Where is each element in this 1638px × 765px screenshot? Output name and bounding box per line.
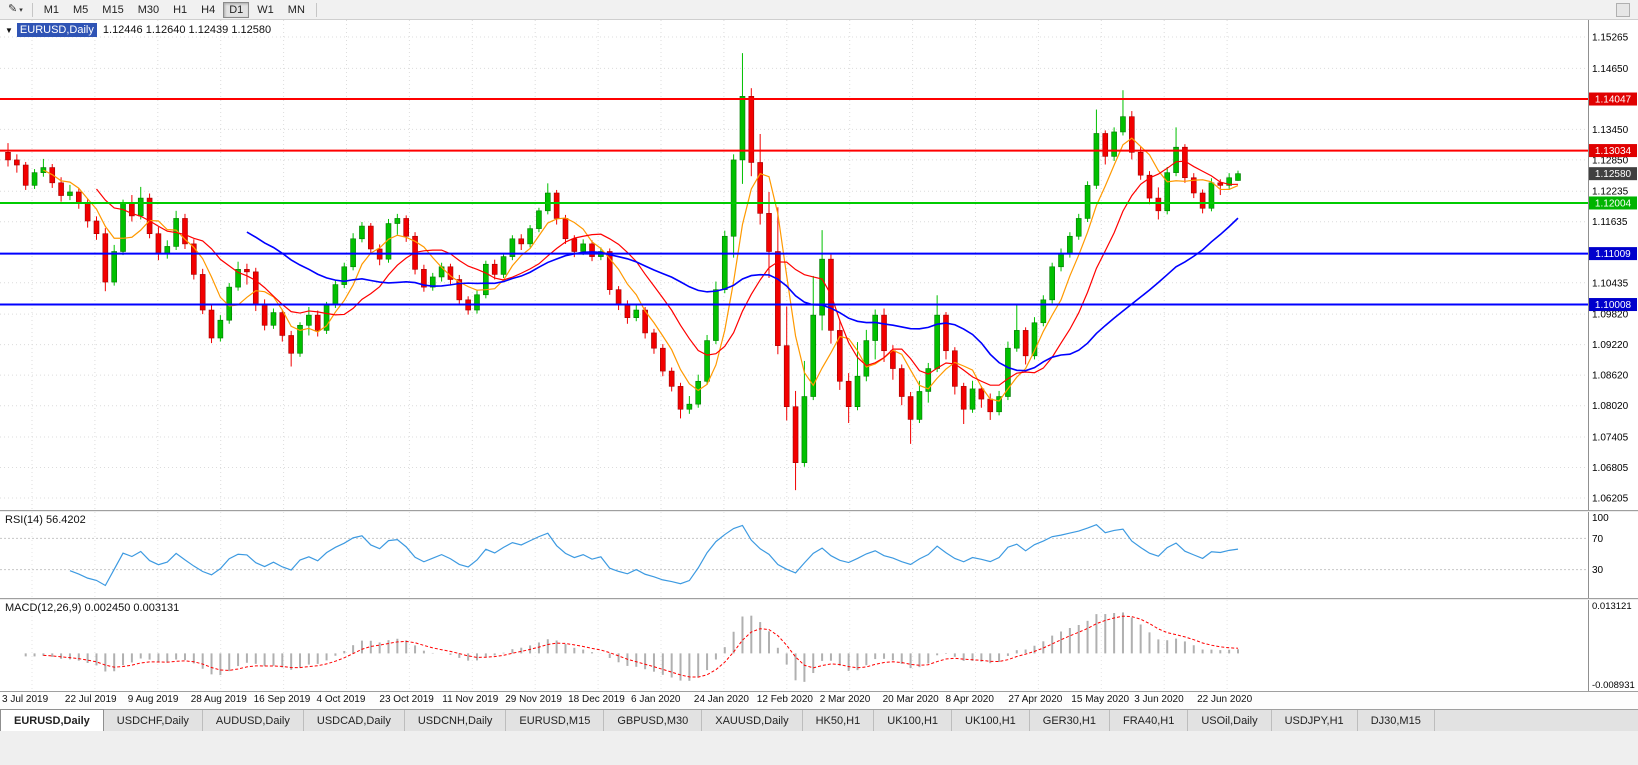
macd-axis-label: 0.013121 (1592, 601, 1632, 612)
timeframe-button-m5[interactable]: M5 (67, 2, 94, 18)
chart-tab[interactable]: GER30,H1 (1030, 710, 1110, 731)
time-axis-label: 4 Oct 2019 (317, 694, 366, 705)
rsi-label: RSI(14) 56.4202 (5, 514, 86, 526)
timeframe-button-h4[interactable]: H4 (195, 2, 221, 18)
price-axis-label: 1.08620 (1592, 371, 1629, 382)
chart-tab[interactable]: XAUUSD,Daily (702, 710, 802, 731)
drawing-tool-button[interactable]: ✎ ▾ (4, 2, 27, 18)
price-level-badge: 1.10008 (1595, 300, 1632, 311)
price-axis-divider (1588, 20, 1589, 691)
time-axis-label: 2 Mar 2020 (820, 694, 871, 705)
time-axis-label: 12 Feb 2020 (757, 694, 813, 705)
time-axis-label: 22 Jun 2020 (1197, 694, 1252, 705)
price-axis-label: 1.06205 (1592, 494, 1629, 505)
price-axis-label: 1.15265 (1592, 33, 1629, 44)
time-axis-label: 11 Nov 2019 (442, 694, 498, 705)
price-level-badge: 1.11009 (1595, 249, 1631, 260)
macd-plot: 0.013121 -0.008931 (0, 600, 1638, 691)
price-axis-label: 1.08020 (1592, 401, 1629, 412)
price-axis-label: 1.12235 (1592, 187, 1629, 198)
timeframe-button-m15[interactable]: M15 (96, 2, 129, 18)
chart-title: ▼ EURUSD,Daily 1.12446 1.12640 1.12439 1… (5, 23, 271, 37)
chart-tab[interactable]: AUDUSD,Daily (203, 710, 304, 731)
chart-tab[interactable]: USDJPY,H1 (1272, 710, 1358, 731)
time-axis-label: 28 Aug 2019 (191, 694, 247, 705)
time-axis-label: 23 Oct 2019 (379, 694, 433, 705)
time-axis-label: 15 May 2020 (1071, 694, 1129, 705)
timeframe-toolbar: M1M5M15M30H1H4D1W1MN (38, 2, 311, 18)
chart-tab[interactable]: FRA40,H1 (1110, 710, 1188, 731)
chart-tab[interactable]: UK100,H1 (952, 710, 1030, 731)
status-area (0, 731, 1638, 765)
chart-tabs-bar: EURUSD,DailyUSDCHF,DailyAUDUSD,DailyUSDC… (0, 709, 1638, 731)
panel-separator[interactable] (0, 510, 1638, 512)
timeframe-button-w1[interactable]: W1 (251, 2, 280, 18)
time-axis-label: 20 Mar 2020 (883, 694, 939, 705)
price-level-badge: 1.14047 (1595, 95, 1632, 106)
chart-symbol-label: EURUSD,Daily (17, 23, 97, 37)
toolbar: ✎ ▾ M1M5M15M30H1H4D1W1MN (0, 0, 1638, 20)
chart-tab[interactable]: USDCHF,Daily (104, 710, 203, 731)
candlestick-chart: 1.152651.146501.134501.128501.122351.116… (0, 20, 1638, 510)
chart-tab[interactable]: EURUSD,Daily (0, 709, 104, 731)
time-axis-label: 24 Jan 2020 (694, 694, 749, 705)
toolbar-separator (32, 3, 33, 17)
chart-tab[interactable]: UK100,H1 (874, 710, 952, 731)
trading-terminal-window: ✎ ▾ M1M5M15M30H1H4D1W1MN 1.15265 1.14650 1… (0, 0, 1638, 765)
chart-tab[interactable]: HK50,H1 (803, 710, 875, 731)
price-level-badge: 1.12004 (1595, 198, 1632, 209)
price-axis-label: 1.14650 (1592, 64, 1629, 75)
chart-collapse-toggle[interactable]: ▼ (5, 26, 13, 35)
time-axis-label: 9 Aug 2019 (128, 694, 179, 705)
timeframe-button-mn[interactable]: MN (282, 2, 311, 18)
time-axis-label: 16 Sep 2019 (254, 694, 311, 705)
chart-ohlc-values: 1.12446 1.12640 1.12439 1.12580 (103, 24, 271, 36)
macd-label: MACD(12,26,9) 0.002450 0.003131 (5, 602, 179, 614)
rsi-axis-label: 70 (1592, 534, 1604, 545)
toolbar-separator (316, 3, 317, 17)
current-price-badge: 1.12580 (1595, 169, 1632, 180)
macd-panel: 0.013121 -0.008931 MACD(12,26,9) 0.002450… (0, 600, 1638, 691)
chart-tab[interactable]: GBPUSD,M30 (604, 710, 702, 731)
time-axis-label: 3 Jun 2020 (1134, 694, 1184, 705)
time-axis-label: 27 Apr 2020 (1008, 694, 1062, 705)
panel-separator[interactable] (0, 598, 1638, 600)
timeframe-button-d1[interactable]: D1 (223, 2, 249, 18)
price-axis-label: 1.06805 (1592, 463, 1629, 474)
time-axis-label: 22 Jul 2019 (65, 694, 117, 705)
price-axis-label: 1.11635 (1592, 217, 1628, 228)
chart-tab[interactable]: USDCNH,Daily (405, 710, 507, 731)
price-axis-label: 1.13450 (1592, 125, 1629, 136)
macd-axis-label: -0.008931 (1592, 680, 1635, 691)
rsi-panel: 100 70 30 RSI(14) 56.4202 (0, 512, 1638, 598)
price-level-badge: 1.13034 (1595, 146, 1632, 157)
time-axis-label: 29 Nov 2019 (505, 694, 562, 705)
chart-tab[interactable]: DJ30,M15 (1358, 710, 1435, 731)
toolbar-overflow-button[interactable] (1616, 3, 1630, 17)
timeframe-button-m30[interactable]: M30 (132, 2, 165, 18)
price-chart-panel: 1.152651.146501.134501.128501.122351.116… (0, 20, 1638, 510)
rsi-axis-label: 100 (1592, 513, 1609, 524)
time-axis-label: 8 Apr 2020 (946, 694, 994, 705)
price-axis-label: 1.10435 (1592, 278, 1629, 289)
price-axis-label: 1.09820 (1592, 310, 1629, 321)
chart-tab[interactable]: USDCAD,Daily (304, 710, 405, 731)
rsi-axis-label: 30 (1592, 565, 1604, 576)
time-axis-label: 6 Jan 2020 (631, 694, 681, 705)
price-axis-label: 1.07405 (1592, 432, 1629, 443)
chart-tab[interactable]: USOil,Daily (1188, 710, 1271, 731)
chart-tab[interactable]: EURUSD,M15 (506, 710, 604, 731)
timeframe-button-h1[interactable]: H1 (167, 2, 193, 18)
timeframe-button-m1[interactable]: M1 (38, 2, 65, 18)
time-axis[interactable]: 3 Jul 2019 22 Jul 2019 9 Aug 2019 28 Aug 20… (0, 691, 1638, 709)
time-axis-label: 3 Jul 2019 (2, 694, 48, 705)
rsi-plot: 100 70 30 (0, 512, 1638, 598)
chevron-down-icon: ▾ (19, 6, 23, 14)
price-axis-label: 1.09220 (1592, 340, 1629, 351)
pencil-icon: ✎ (8, 4, 17, 15)
time-axis-label: 18 Dec 2019 (568, 694, 625, 705)
